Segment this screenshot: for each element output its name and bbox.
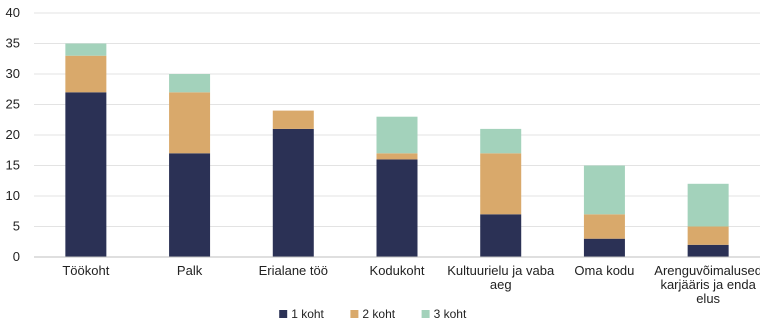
bar-segment-2-cat-1 (65, 55, 107, 93)
x-category-label-line: karjääris ja enda (660, 277, 756, 292)
bar-segment-1-cat-4 (376, 159, 418, 257)
y-tick-label: 10 (6, 188, 20, 203)
legend-item-2: 2 koht (350, 307, 396, 321)
bar-segment-1-cat-7 (687, 244, 729, 257)
bar-segment-3-cat-2 (169, 74, 211, 93)
x-category-label-line: Kultuurielu ja vaba (447, 263, 555, 278)
bar-segment-3-cat-1 (65, 43, 107, 56)
y-tick-label: 5 (13, 219, 20, 234)
bar-segment-3-cat-4 (376, 116, 418, 154)
legend-item-3: 3 koht (421, 307, 467, 321)
y-tick-label: 15 (6, 158, 20, 173)
axes: 0 5 10 15 20 25 30 35 40 Töökoht Palk Erialane töö K… (6, 5, 760, 306)
legend: 1 koht 2 koht 3 koht (279, 307, 467, 321)
x-category-label: Kodukoht (370, 263, 425, 278)
x-category-label-line: aeg (490, 277, 512, 292)
bar-segment-1-cat-3 (272, 128, 314, 257)
x-category-label: Erialane töö (259, 263, 328, 278)
bar-segment-3-cat-5 (480, 128, 522, 154)
bar-segment-3-cat-6 (583, 165, 625, 215)
bar-segment-2-cat-3 (272, 110, 314, 129)
x-category-label-line: Kodukoht (370, 263, 425, 278)
x-category-label-line: Oma kodu (574, 263, 634, 278)
y-tick-label: 25 (6, 97, 20, 112)
y-tick-label: 35 (6, 36, 20, 51)
x-category-label-line: Arenguvõimalused (654, 263, 760, 278)
bars (65, 43, 729, 257)
x-category-label: Töökoht (62, 263, 109, 278)
bar-segment-2-cat-7 (687, 226, 729, 245)
bar-segment-1-cat-1 (65, 92, 107, 257)
legend-item-1: 1 koht (279, 307, 325, 321)
bar-segment-2-cat-4 (376, 153, 418, 160)
bar-segment-3-cat-7 (687, 183, 729, 227)
x-category-label: Arenguvõimalused karjääris ja enda elus (654, 263, 760, 306)
x-category-label-line: Palk (177, 263, 203, 278)
x-category-label-line: Erialane töö (259, 263, 328, 278)
x-category-label: Oma kodu (574, 263, 634, 278)
legend-swatch (421, 310, 430, 318)
y-tick-label: 0 (13, 249, 20, 264)
bar-segment-1-cat-6 (583, 238, 625, 257)
bar-segment-2-cat-2 (169, 92, 211, 154)
x-category-label: Kultuurielu ja vaba aeg (447, 263, 555, 292)
x-category-label: Palk (177, 263, 203, 278)
x-category-label-line: Töökoht (62, 263, 109, 278)
legend-label: 2 koht (362, 307, 395, 321)
x-category-label-line: elus (696, 291, 720, 306)
legend-swatch (350, 310, 359, 318)
bar-segment-1-cat-2 (169, 153, 211, 257)
bar-segment-2-cat-6 (583, 214, 625, 239)
y-tick-label: 20 (6, 127, 20, 142)
legend-swatch (279, 310, 288, 318)
legend-label: 1 koht (291, 307, 324, 321)
y-tick-label: 30 (6, 66, 20, 81)
y-tick-label: 40 (6, 5, 20, 20)
bar-segment-2-cat-5 (480, 153, 522, 215)
bar-segment-1-cat-5 (480, 214, 522, 257)
legend-label: 3 koht (434, 307, 467, 321)
